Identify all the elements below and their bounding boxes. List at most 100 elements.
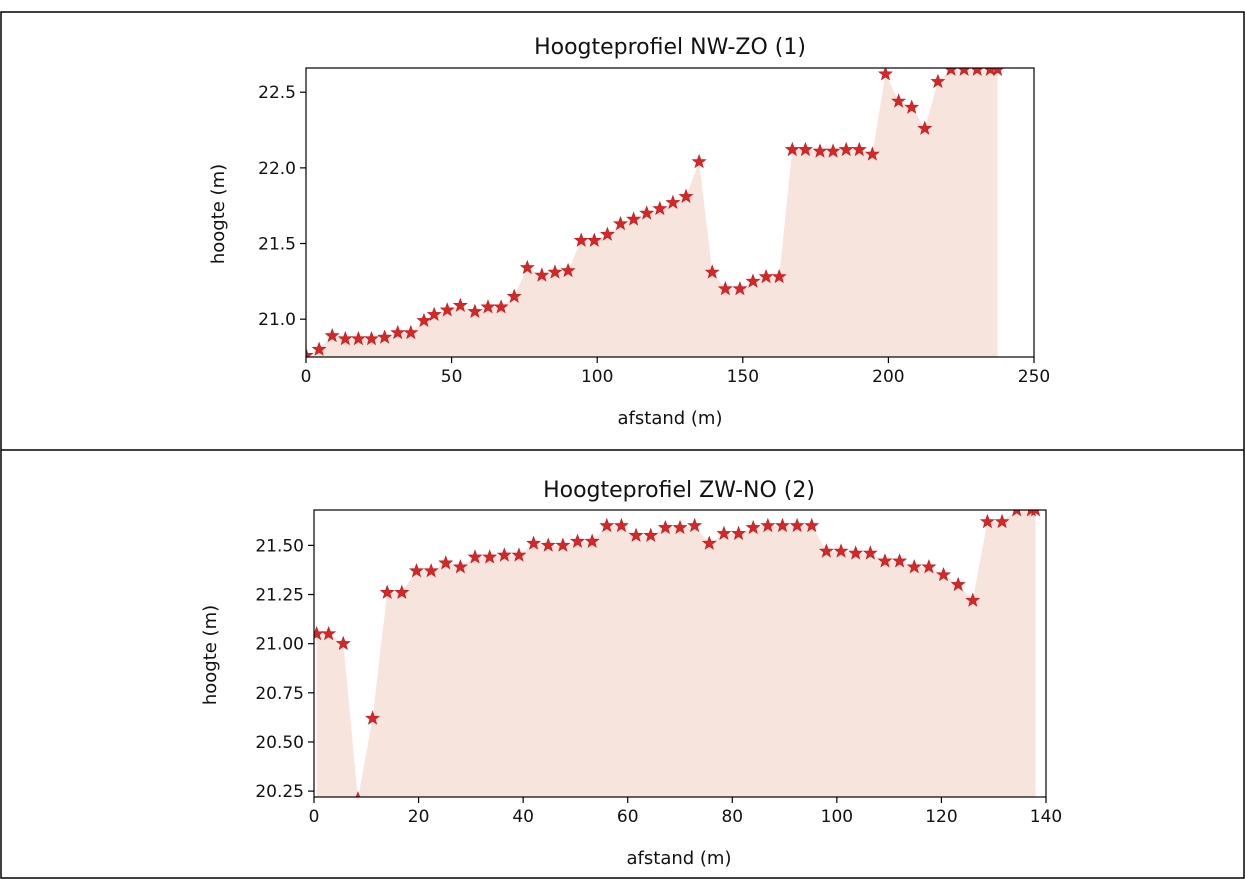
data-point bbox=[482, 549, 498, 564]
data-point bbox=[789, 517, 805, 533]
data-point bbox=[613, 517, 629, 533]
data-point bbox=[584, 533, 600, 548]
data-point bbox=[745, 519, 761, 535]
data-point bbox=[838, 141, 854, 157]
plot-area: 0 20 40 60 80 100 120 140 20.25 20.50 20.75 21.00 21… bbox=[255, 509, 1062, 827]
data-point bbox=[994, 513, 1010, 529]
data-point bbox=[877, 68, 893, 81]
data-point bbox=[439, 302, 455, 317]
data-point bbox=[691, 153, 707, 169]
data-point bbox=[701, 535, 717, 550]
data-point bbox=[804, 517, 820, 533]
x-tick-label: 100 bbox=[821, 807, 853, 827]
x-axis-label: afstand (m) bbox=[627, 848, 732, 869]
data-point bbox=[957, 68, 971, 76]
y-axis-label: hoogte (m) bbox=[208, 164, 229, 264]
data-point bbox=[921, 559, 937, 574]
y-tick-label: 21.0 bbox=[258, 310, 296, 330]
axes-frame bbox=[305, 67, 1035, 358]
data-point bbox=[394, 584, 410, 599]
data-point bbox=[758, 268, 774, 284]
data-point bbox=[862, 545, 878, 560]
data-point bbox=[848, 545, 864, 560]
data-point bbox=[390, 324, 406, 340]
data-point bbox=[930, 73, 946, 88]
data-point bbox=[812, 143, 828, 158]
axes-frame bbox=[313, 509, 1047, 798]
x-tick-label: 120 bbox=[925, 807, 957, 827]
chart-hoogteprofiel-nw-zo: Hoogteprofiel NW-ZO (1) 0 50 100 150 200 250 2… bbox=[208, 35, 1050, 429]
x-tick-label: 200 bbox=[872, 367, 904, 387]
data-point bbox=[570, 533, 586, 548]
table-border bbox=[0, 11, 1245, 879]
data-point bbox=[825, 143, 841, 158]
data-point bbox=[639, 205, 655, 220]
data-point bbox=[1012, 510, 1022, 517]
x-tick-label: 0 bbox=[309, 807, 320, 827]
data-point bbox=[560, 262, 576, 278]
y-tick-label: 21.25 bbox=[255, 586, 304, 606]
data-point bbox=[426, 306, 442, 322]
data-point bbox=[365, 710, 381, 725]
data-point bbox=[511, 547, 527, 562]
x-tick-label: 250 bbox=[1018, 367, 1050, 387]
data-point bbox=[628, 527, 644, 542]
data-point bbox=[311, 341, 327, 356]
x-tick-label: 140 bbox=[1030, 807, 1062, 827]
data-point bbox=[944, 68, 958, 76]
x-tick-label: 20 bbox=[408, 807, 430, 827]
x-tick-label: 100 bbox=[581, 367, 613, 387]
data-point bbox=[403, 324, 419, 340]
series-markers bbox=[314, 510, 1041, 797]
data-point bbox=[377, 329, 393, 344]
data-point bbox=[379, 584, 395, 599]
data-point bbox=[979, 513, 995, 529]
data-point bbox=[657, 519, 673, 535]
data-point bbox=[324, 327, 340, 343]
data-point bbox=[306, 347, 314, 357]
series-markers bbox=[306, 68, 1004, 357]
data-point bbox=[950, 576, 966, 592]
x-tick-label: 80 bbox=[721, 807, 743, 827]
chart-title: Hoogteprofiel ZW-NO (2) bbox=[543, 478, 815, 503]
x-tick-label: 60 bbox=[617, 807, 639, 827]
data-point bbox=[534, 267, 550, 282]
data-point bbox=[818, 543, 834, 558]
data-point bbox=[687, 517, 703, 533]
data-point bbox=[665, 194, 681, 210]
data-point bbox=[467, 549, 483, 564]
data-point bbox=[991, 68, 1004, 76]
x-tick-label: 40 bbox=[512, 807, 534, 827]
data-point bbox=[586, 232, 602, 247]
data-point bbox=[438, 555, 454, 570]
data-point bbox=[717, 281, 733, 296]
data-point bbox=[506, 288, 522, 303]
data-point bbox=[797, 141, 813, 157]
data-point bbox=[760, 517, 776, 533]
data-point bbox=[643, 527, 659, 542]
data-point bbox=[745, 273, 761, 288]
data-point bbox=[547, 264, 563, 279]
data-point bbox=[493, 299, 509, 314]
y-axis-label: hoogte (m) bbox=[200, 605, 221, 705]
data-point bbox=[906, 559, 922, 574]
x-tick-label: 0 bbox=[301, 367, 312, 387]
y-tick-label: 22.0 bbox=[258, 159, 296, 179]
data-point bbox=[350, 330, 366, 346]
data-point bbox=[731, 525, 747, 540]
data-point bbox=[892, 553, 908, 568]
data-point bbox=[540, 537, 556, 552]
data-point bbox=[452, 559, 468, 574]
data-point bbox=[877, 553, 893, 568]
data-point bbox=[1030, 510, 1041, 517]
data-point bbox=[904, 99, 920, 114]
data-point bbox=[321, 625, 337, 641]
data-point bbox=[833, 543, 849, 558]
y-tick-label: 20.75 bbox=[255, 684, 304, 704]
data-point bbox=[732, 281, 748, 296]
data-point bbox=[984, 68, 997, 76]
y-tick-label: 20.25 bbox=[255, 782, 304, 802]
data-point bbox=[423, 563, 439, 578]
x-tick-label: 150 bbox=[727, 367, 759, 387]
